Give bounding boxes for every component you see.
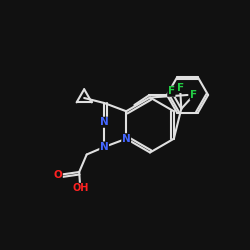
Text: F: F [168,86,175,96]
Text: F: F [176,82,184,92]
Text: O: O [54,170,62,179]
Text: F: F [190,90,198,100]
Text: N: N [100,142,108,152]
Text: OH: OH [72,183,88,193]
Text: N: N [100,117,108,127]
Text: N: N [122,134,130,144]
